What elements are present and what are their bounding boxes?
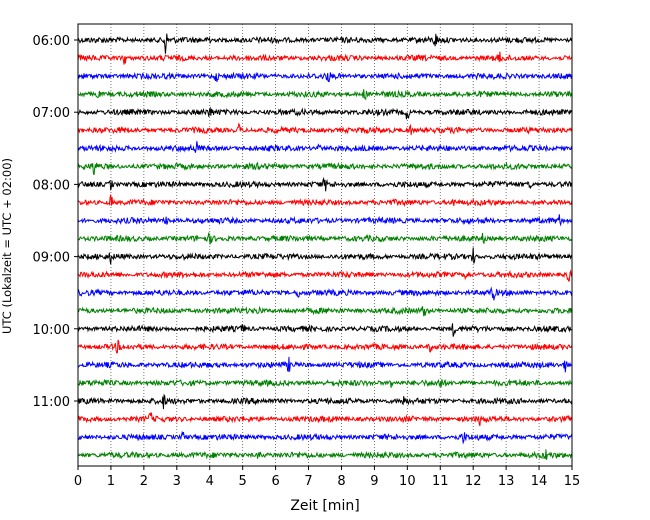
y-tick-label: 09:00	[33, 251, 70, 266]
x-tick-label: 4	[206, 474, 214, 489]
x-tick-label: 14	[531, 474, 548, 489]
trace-line	[77, 106, 573, 120]
x-tick-label: 6	[271, 474, 279, 489]
x-tick-label: 8	[337, 474, 345, 489]
x-tick-label: 2	[140, 474, 148, 489]
trace-line	[77, 194, 573, 208]
x-tick-label: 12	[465, 474, 482, 489]
x-axis-ticks: 0 1 2 3 4 5 6 7 8 9 10 11 12 13 14 15	[74, 466, 580, 489]
trace-line	[77, 51, 573, 65]
trace-line	[77, 122, 573, 136]
trace-line	[77, 33, 573, 54]
trace-line	[77, 89, 573, 101]
y-tick-label: 10:00	[33, 323, 70, 338]
y-axis-ticks: 06:00 07:00 08:00 09:00 10:00 11:00	[33, 34, 78, 410]
trace-line	[77, 378, 573, 388]
trace-line	[77, 412, 573, 427]
y-tick-label: 11:00	[33, 395, 70, 410]
y-tick-label: 07:00	[33, 106, 70, 121]
trace-line	[77, 214, 573, 227]
trace-line	[77, 323, 573, 337]
x-axis-label: Zeit [min]	[290, 498, 359, 514]
trace-line	[77, 232, 573, 245]
trace-line	[77, 305, 573, 317]
trace-line	[77, 161, 573, 176]
x-tick-label: 7	[304, 474, 312, 489]
trace-line	[77, 393, 573, 410]
y-tick-label: 06:00	[33, 34, 70, 49]
x-tick-label: 10	[399, 474, 416, 489]
x-tick-label: 9	[370, 474, 378, 489]
x-tick-label: 3	[173, 474, 181, 489]
trace-line	[77, 286, 573, 301]
trace-line	[77, 141, 573, 153]
trace-line	[77, 356, 573, 373]
trace-line	[77, 269, 573, 282]
y-tick-label: 08:00	[33, 178, 70, 193]
x-tick-label: 15	[564, 474, 581, 489]
trace-line	[77, 449, 573, 460]
traces	[77, 33, 573, 460]
trace-line	[77, 247, 573, 265]
trace-line	[77, 339, 573, 354]
trace-line	[77, 430, 573, 445]
y-axis-label: UTC (Lokalzeit = UTC + 02:00)	[0, 158, 14, 334]
x-tick-label: 1	[107, 474, 115, 489]
trace-line	[77, 71, 573, 83]
x-tick-label: 0	[74, 474, 82, 489]
trace-line	[77, 176, 573, 192]
plot-frame	[77, 23, 573, 467]
x-tick-label: 13	[498, 474, 515, 489]
x-tick-label: 11	[432, 474, 449, 489]
x-tick-label: 5	[239, 474, 247, 489]
